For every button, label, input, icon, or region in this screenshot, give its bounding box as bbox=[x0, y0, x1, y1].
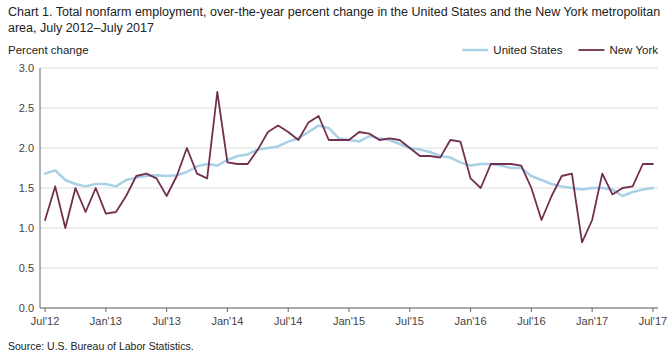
y-axis-label: Percent change bbox=[8, 44, 89, 56]
x-tick-label: Jan'17 bbox=[576, 315, 608, 327]
y-tick-label: 3.0 bbox=[19, 62, 34, 74]
grid-line bbox=[40, 228, 658, 229]
legend: New York United States bbox=[462, 44, 658, 56]
legend-swatch bbox=[578, 49, 604, 51]
grid-line bbox=[40, 108, 658, 109]
y-tick-label: 1.0 bbox=[19, 222, 34, 234]
y-grid bbox=[40, 68, 658, 308]
x-tick-label: Jan'16 bbox=[455, 315, 487, 327]
series-line bbox=[45, 92, 653, 242]
x-tick-label: Jul'15 bbox=[396, 315, 424, 327]
x-tick bbox=[652, 308, 653, 312]
grid-line bbox=[40, 68, 658, 69]
grid-line bbox=[40, 148, 658, 149]
x-tick bbox=[166, 308, 167, 312]
x-tick bbox=[592, 308, 593, 312]
plot-area bbox=[45, 92, 653, 242]
x-tick bbox=[105, 308, 106, 312]
x-tick-label: Jul'16 bbox=[517, 315, 545, 327]
x-tick bbox=[227, 308, 228, 312]
title: Chart 1. Total nonfarm employment, over-… bbox=[8, 5, 660, 35]
chart: Chart 1. Total nonfarm employment, over-… bbox=[0, 0, 670, 356]
x-tick-label: Jan'15 bbox=[333, 315, 365, 327]
x-tick-label: Jan'14 bbox=[211, 315, 243, 327]
x-tick bbox=[470, 308, 471, 312]
x-tick-label: Jul'13 bbox=[152, 315, 180, 327]
y-tick-label: 0.0 bbox=[19, 302, 34, 314]
series-line bbox=[45, 126, 653, 196]
grid-line bbox=[40, 268, 658, 269]
x-tick bbox=[349, 308, 350, 312]
y-tick-label: 0.5 bbox=[19, 262, 34, 274]
x-tick-label: Jul'14 bbox=[274, 315, 302, 327]
legend-swatch bbox=[462, 49, 488, 52]
x-tick bbox=[45, 308, 46, 312]
x-tick bbox=[409, 308, 410, 312]
y-tick-label: 2.5 bbox=[19, 102, 34, 114]
y-axis-line bbox=[40, 68, 41, 308]
x-tick-label: Jul'12 bbox=[31, 315, 59, 327]
x-tick-label: Jul'17 bbox=[639, 315, 667, 327]
y-tick-label: 2.0 bbox=[19, 142, 34, 154]
legend-label: United States bbox=[493, 44, 562, 56]
source-note: Source: U.S. Bureau of Labor Statistics. bbox=[8, 340, 194, 352]
y-tick-label: 1.5 bbox=[19, 182, 34, 194]
legend-label: New York bbox=[609, 44, 658, 56]
x-tick bbox=[288, 308, 289, 312]
x-tick-label: Jan'13 bbox=[90, 315, 122, 327]
x-tick bbox=[531, 308, 532, 312]
